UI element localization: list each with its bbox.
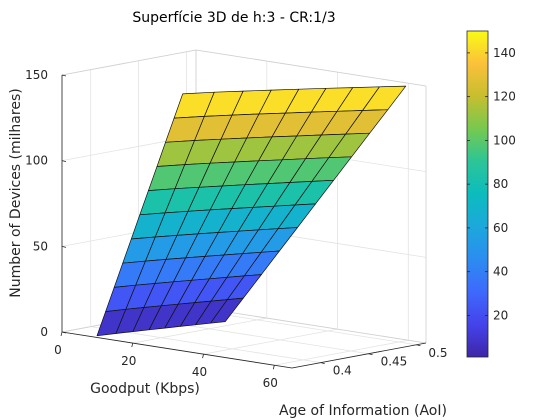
chart-title: Superfície 3D de h:3 - CR:1/3	[132, 10, 335, 26]
axes-box-edge	[61, 49, 197, 76]
surface-patch	[96, 308, 127, 337]
x-tick-mark	[60, 331, 63, 337]
axis-line	[61, 331, 293, 369]
x-tick-mark	[131, 342, 134, 348]
x-tick-label: 40	[192, 365, 207, 379]
x-tick-mark	[202, 354, 204, 359]
z-tick-mark	[61, 74, 67, 77]
colorbar-tick-label: 120	[493, 90, 516, 104]
z-tick-label: 100	[25, 154, 48, 168]
axis-line	[291, 342, 427, 369]
x-axis-label: Goodput (Kbps)	[90, 381, 200, 397]
colorbar-tick-label: 80	[493, 177, 508, 191]
axes-box-edge	[195, 306, 427, 344]
grid-line-floor-x	[203, 328, 338, 355]
z-tick-label: 50	[33, 239, 48, 253]
z-axis-label: Number of Devices (milhares)	[8, 88, 24, 297]
x-tick-mark	[272, 365, 275, 370]
y-axis-label: Age of Information (AoI)	[279, 403, 447, 419]
y-tick-label: 0.45	[381, 355, 408, 369]
z-tick-label: 150	[25, 68, 48, 82]
surface-mesh	[96, 85, 407, 337]
grid-line-floor-x	[132, 317, 267, 344]
y-tick-label: 0.5	[428, 346, 447, 360]
y-tick-mark	[320, 362, 325, 365]
y-tick-mark	[416, 344, 421, 347]
z-tick-mark	[61, 160, 67, 163]
colorbar-tick-label: 100	[493, 133, 516, 147]
x-tick-label: 20	[121, 354, 136, 368]
colorbar: 20 40 60 80 100 120 140	[466, 30, 516, 358]
z-tick-mark	[61, 245, 67, 248]
x-tick-label: 0	[54, 343, 62, 357]
x-tick-label: 60	[263, 376, 278, 390]
z-tick-mark	[61, 331, 67, 334]
colorbar-tick-label: 40	[493, 265, 508, 279]
colorbar-gradient	[466, 30, 489, 358]
colorbar-ticks: 20 40 60 80 100 120 140	[467, 46, 516, 322]
grid-line-floor-x	[274, 339, 409, 366]
axes-box-edge	[195, 49, 427, 87]
colorbar-tick-label: 60	[493, 221, 508, 235]
colorbar-tick-label: 140	[493, 46, 516, 60]
y-tick-label: 0.4	[333, 364, 352, 378]
colorbar-tick-label: 20	[493, 308, 508, 322]
axis-ticks: 0 20 40 60 0.4 0.45 0.5 0 50 100 150	[25, 68, 447, 390]
z-tick-label: 0	[40, 325, 48, 339]
y-tick-mark	[368, 353, 373, 356]
grid-line-floor-y	[90, 326, 321, 364]
